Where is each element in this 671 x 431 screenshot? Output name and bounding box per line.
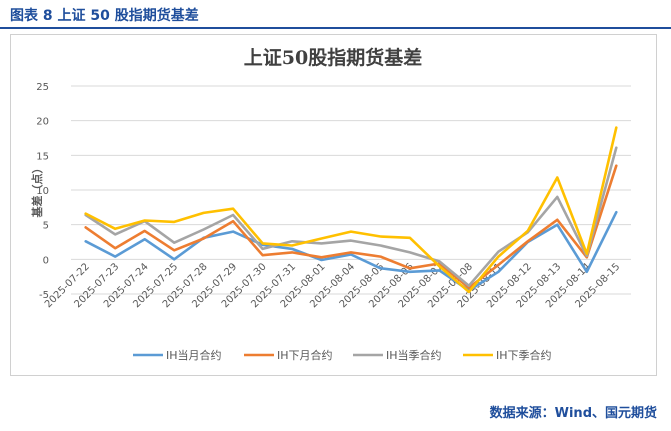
line-chart: 上证50股指期货基差-50510152025基差（点）2025-07-22202… [30,46,631,362]
legend-label-1: IH当月合约 [166,348,222,362]
source-note: 数据来源：Wind、国元期货 [489,406,657,421]
y-tick-label: 25 [36,82,49,93]
y-tick-label: 15 [36,151,49,162]
y-tick-label: -5 [39,290,49,301]
y-tick-label: 0 [43,255,49,266]
chart-container: 上证50股指期货基差 -5 0 5 10 15 20 25 基差（点） 2025-07-22 202… [10,34,657,376]
legend-label-3: IH当季合约 [386,348,442,362]
series-line-2 [84,164,618,290]
chart-title: 上证50股指期货基差 [244,46,422,69]
y-axis-label: 基差（点） [30,163,44,219]
y-tick-label: 10 [36,186,49,197]
header-rule [0,27,671,29]
series-line-4 [84,126,618,294]
figure-caption: 图表 8 上证 50 股指期货基差 [10,8,199,24]
legend-label-4: IH下季合约 [496,348,552,362]
legend-label-2: IH下月合约 [277,348,333,362]
y-tick-label: 5 [43,221,49,232]
figure-header: 图表 8 上证 50 股指期货基差 [0,0,671,30]
y-tick-label: 20 [36,117,49,128]
